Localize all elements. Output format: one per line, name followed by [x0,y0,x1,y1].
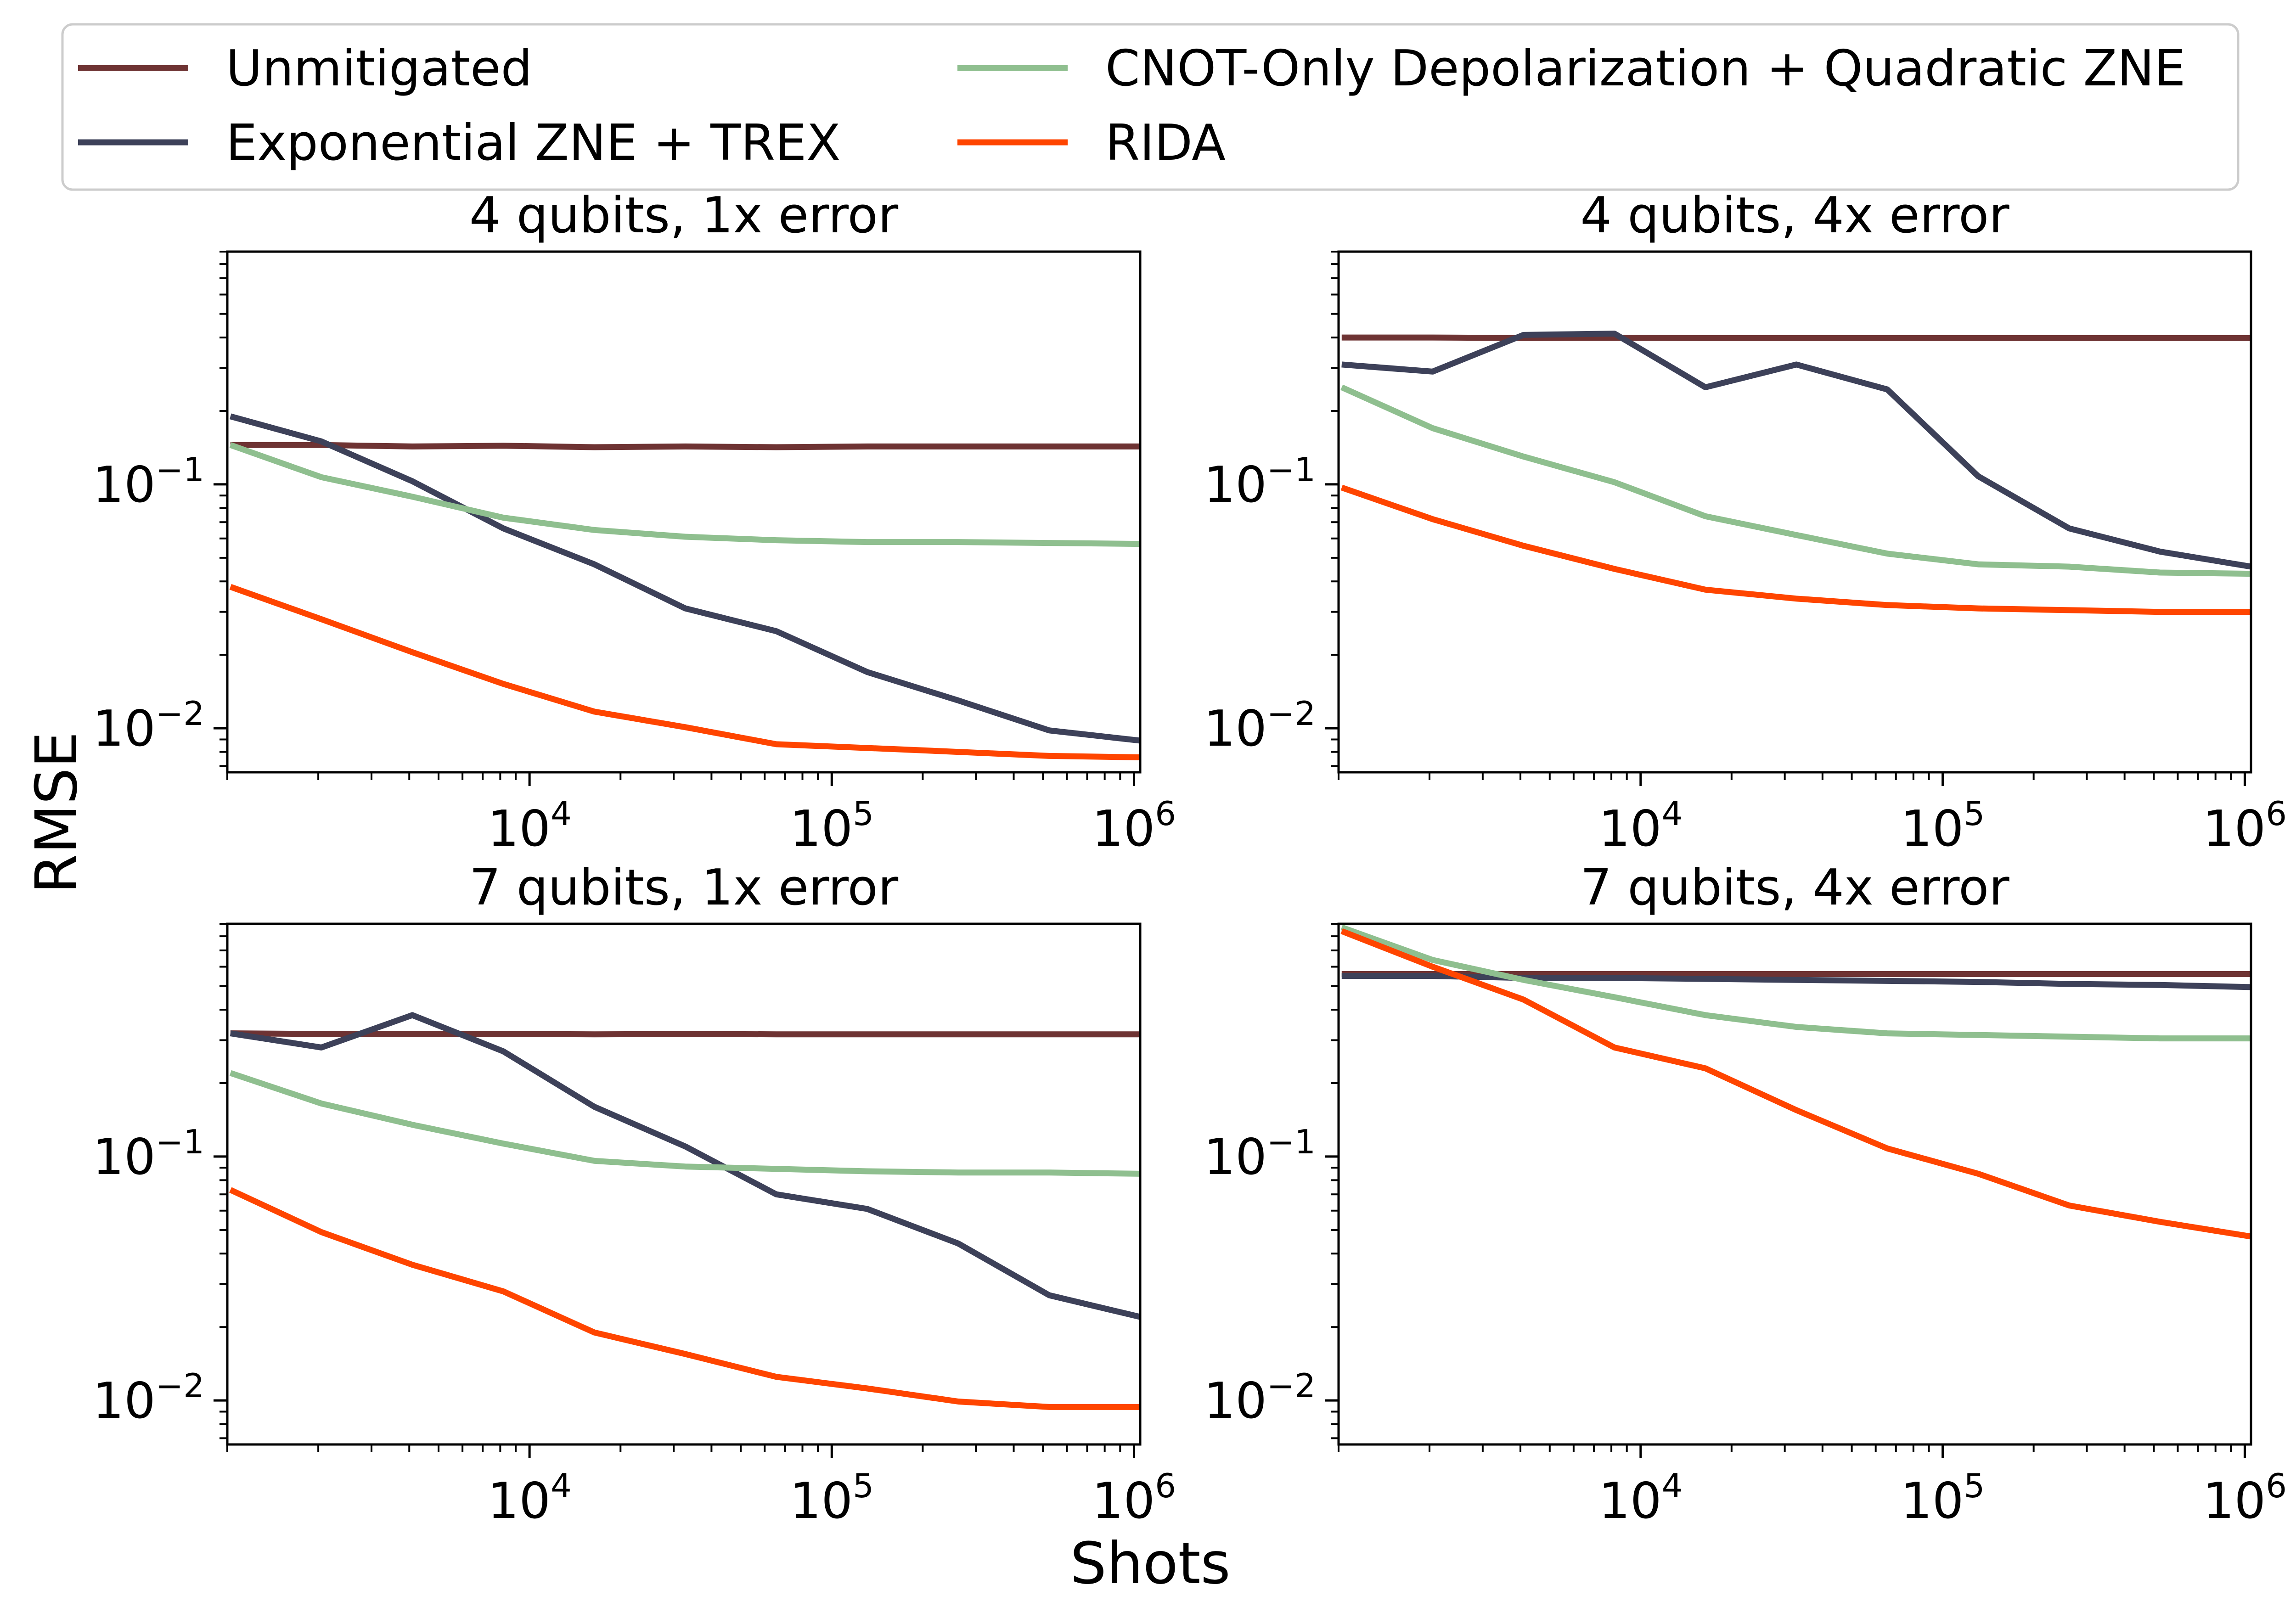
legend-label: Exponential ZNE + TREX [226,114,840,172]
series-line [1340,484,2251,615]
y-tick-label: 10−2 [92,694,204,758]
x-tick-label: 104 [1598,1467,1683,1530]
y-tick-label: 10−1 [92,450,204,514]
y-tick-label: 10−2 [1204,1366,1316,1430]
y-tick-label: 10−2 [1204,694,1316,758]
series-line [229,442,1140,547]
series-line [1341,973,2251,990]
subplot-title: 7 qubits, 1x error [469,859,899,916]
y-tick-label: 10−1 [92,1123,204,1186]
legend-frame [61,23,2240,191]
subplot-title: 4 qubits, 1x error [469,187,899,244]
legend-label: CNOT-Only Depolarization + Quadratic ZNE [1105,40,2186,97]
legend-entry: Unmitigated [78,40,532,97]
legend-label: RIDA [1105,114,1226,172]
x-tick-label: 106 [1092,1467,1176,1530]
series-line [1340,924,2251,1042]
series-line [229,584,1140,760]
y-axis-label: RMSE [23,731,90,893]
legend-entry: CNOT-Only Depolarization + Quadratic ZNE [957,40,2186,97]
x-tick-label: 104 [488,1467,572,1530]
series-group [229,1012,1140,1410]
subplot-1: 4 qubits, 1x error 104 105 106 10−1 10−2 [92,187,1176,858]
series-line [230,413,1140,744]
axes-frame [1337,250,2252,774]
x-tick-label: 105 [790,794,874,858]
x-tick-label: 105 [790,1467,874,1530]
subplot-title: 4 qubits, 4x error [1580,187,2009,244]
y-tick-label: 10−1 [1204,1123,1316,1186]
series-line [230,1012,1140,1320]
series-group [229,413,1140,760]
legend-entry: Exponential ZNE + TREX [78,114,840,172]
series-group [1340,924,2251,1240]
y-tick-label: 10−1 [1204,450,1316,514]
legend-label: Unmitigated [226,40,532,97]
axes-frame [226,922,1142,1446]
axes-frame [1337,922,2252,1446]
series-line [1340,928,2251,1240]
subplot-4: 7 qubits, 4x error 104 105 106 10−1 10−2 [1204,859,2287,1530]
series-line [230,442,1140,450]
x-tick-label: 105 [1901,794,1985,858]
x-tick-label: 106 [2203,1467,2287,1530]
x-tick-label: 104 [488,794,572,858]
x-axis-label: Shots [1070,1530,1230,1597]
axes-frame [226,250,1142,774]
series-line [229,1070,1140,1177]
series-line [1341,334,2251,341]
legend: Unmitigated Exponential ZNE + TREX CNOT-On… [61,23,2240,191]
series-line [1340,384,2251,577]
series-line [1341,331,2251,570]
subplot-title: 7 qubits, 4x error [1580,859,2009,916]
x-tick-label: 106 [2203,794,2287,858]
legend-entry: RIDA [957,114,1226,172]
x-tick-label: 106 [1092,794,1176,858]
x-tick-label: 105 [1901,1467,1985,1530]
subplot-2: 4 qubits, 4x error 104 105 106 10−1 10−2 [1204,187,2287,858]
y-tick-label: 10−2 [92,1366,204,1430]
series-line [229,1187,1140,1410]
subplot-3: 7 qubits, 1x error 104 105 106 10−1 10−2 [92,859,1176,1530]
x-tick-label: 104 [1598,794,1683,858]
series-group [1340,331,2251,615]
